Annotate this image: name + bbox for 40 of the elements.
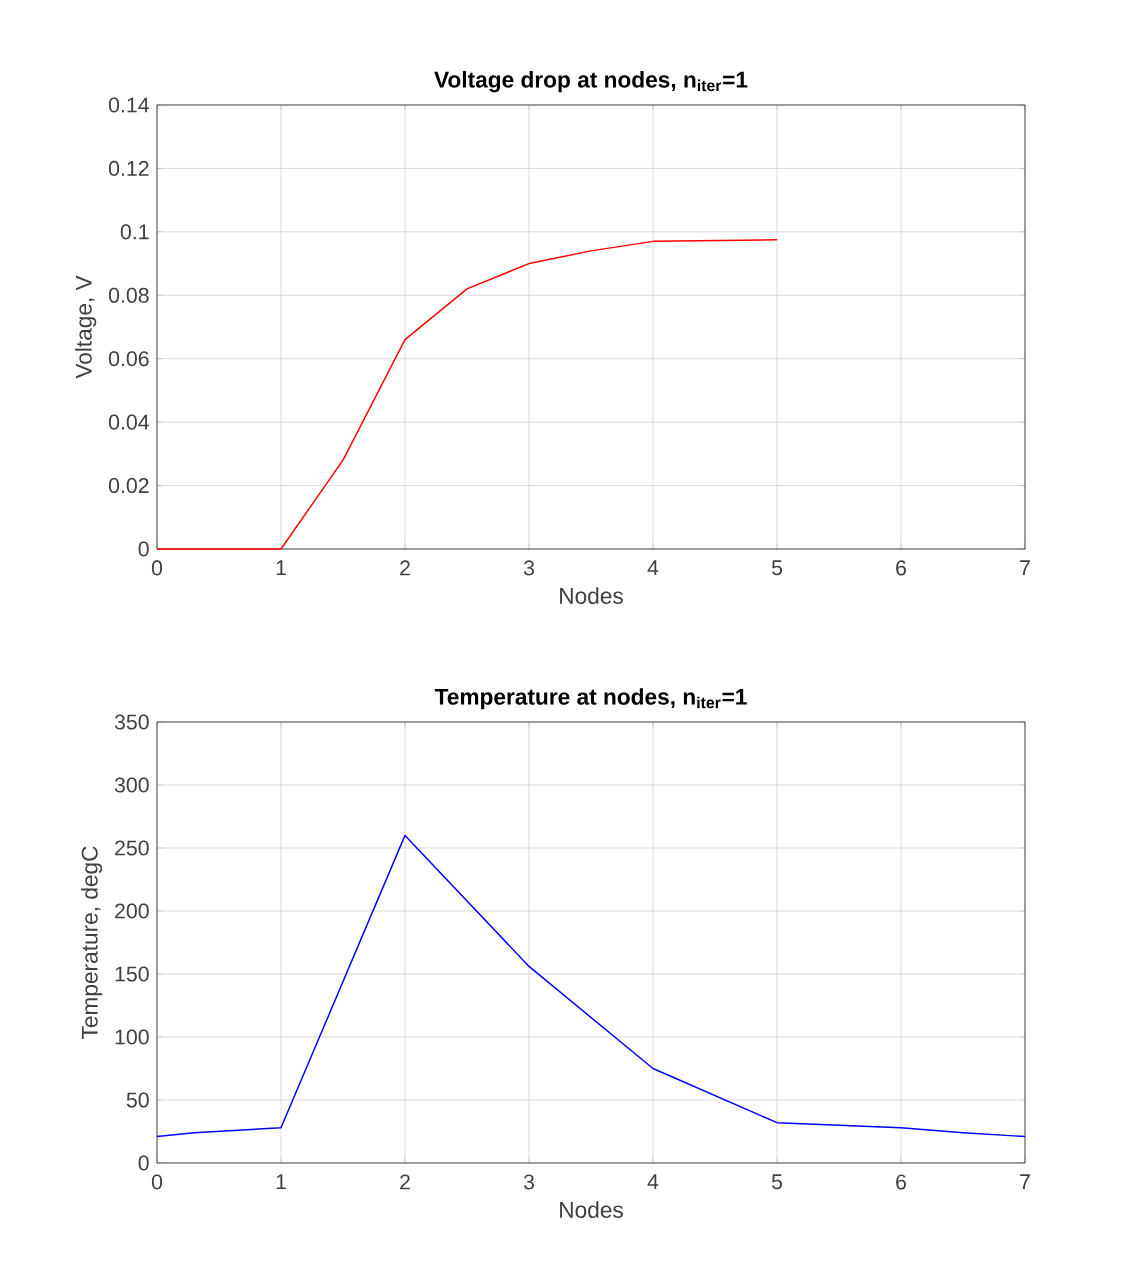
x-tick-label: 6 (896, 1174, 906, 1190)
y-tick-label: 0.12 (108, 160, 149, 176)
x-tick-label: 3 (523, 560, 534, 576)
x-tick-label: 0 (151, 560, 163, 576)
x-tick-label: 2 (400, 1174, 410, 1190)
chart-title: Voltage drop at nodes, n$_{iter}$=1 (434, 71, 748, 93)
y-tick-label: 350 (114, 714, 149, 730)
y-tick-label: 250 (115, 840, 149, 856)
x-tick-label: 4 (647, 1174, 659, 1190)
y-tick-label: 0 (138, 541, 149, 557)
x-tick-label: 1 (276, 560, 286, 576)
y-tick-label: 100 (115, 1029, 149, 1045)
y-axis-title: Temperature, degC (81, 846, 103, 1040)
y-tick-label: 50 (126, 1092, 149, 1108)
y-tick-label: 0.08 (108, 287, 149, 303)
x-axis-title: Nodes (560, 1201, 623, 1218)
chart-title: Temperature at nodes, n$_{iter}$=1 (434, 688, 747, 710)
x-tick-label: 3 (523, 1174, 534, 1190)
x-tick-label: 1 (276, 1174, 286, 1190)
y-tick-label: 0.02 (108, 478, 149, 494)
y-tick-label: 0.1 (120, 224, 149, 240)
x-tick-label: 5 (771, 1174, 783, 1190)
x-tick-label: 2 (400, 560, 410, 576)
x-tick-label: 5 (771, 560, 783, 576)
y-tick-label: 150 (115, 966, 149, 982)
line-series (156, 834, 1026, 1138)
x-tick-label: 7 (1020, 1174, 1030, 1190)
y-axis-title: Voltage, V (75, 275, 97, 379)
y-tick-label: 300 (114, 777, 149, 793)
x-tick-label: 0 (151, 1174, 163, 1190)
y-tick-label: 0.14 (108, 97, 149, 113)
line-series (156, 239, 778, 550)
x-tick-label: 4 (647, 560, 659, 576)
x-axis-title: Nodes (560, 587, 623, 604)
y-tick-label: 0 (138, 1155, 149, 1171)
x-tick-label: 6 (896, 560, 906, 576)
y-tick-label: 0.06 (108, 351, 149, 367)
y-tick-label: 0.04 (108, 414, 149, 430)
x-tick-label: 7 (1020, 560, 1030, 576)
y-tick-label: 200 (115, 903, 149, 919)
